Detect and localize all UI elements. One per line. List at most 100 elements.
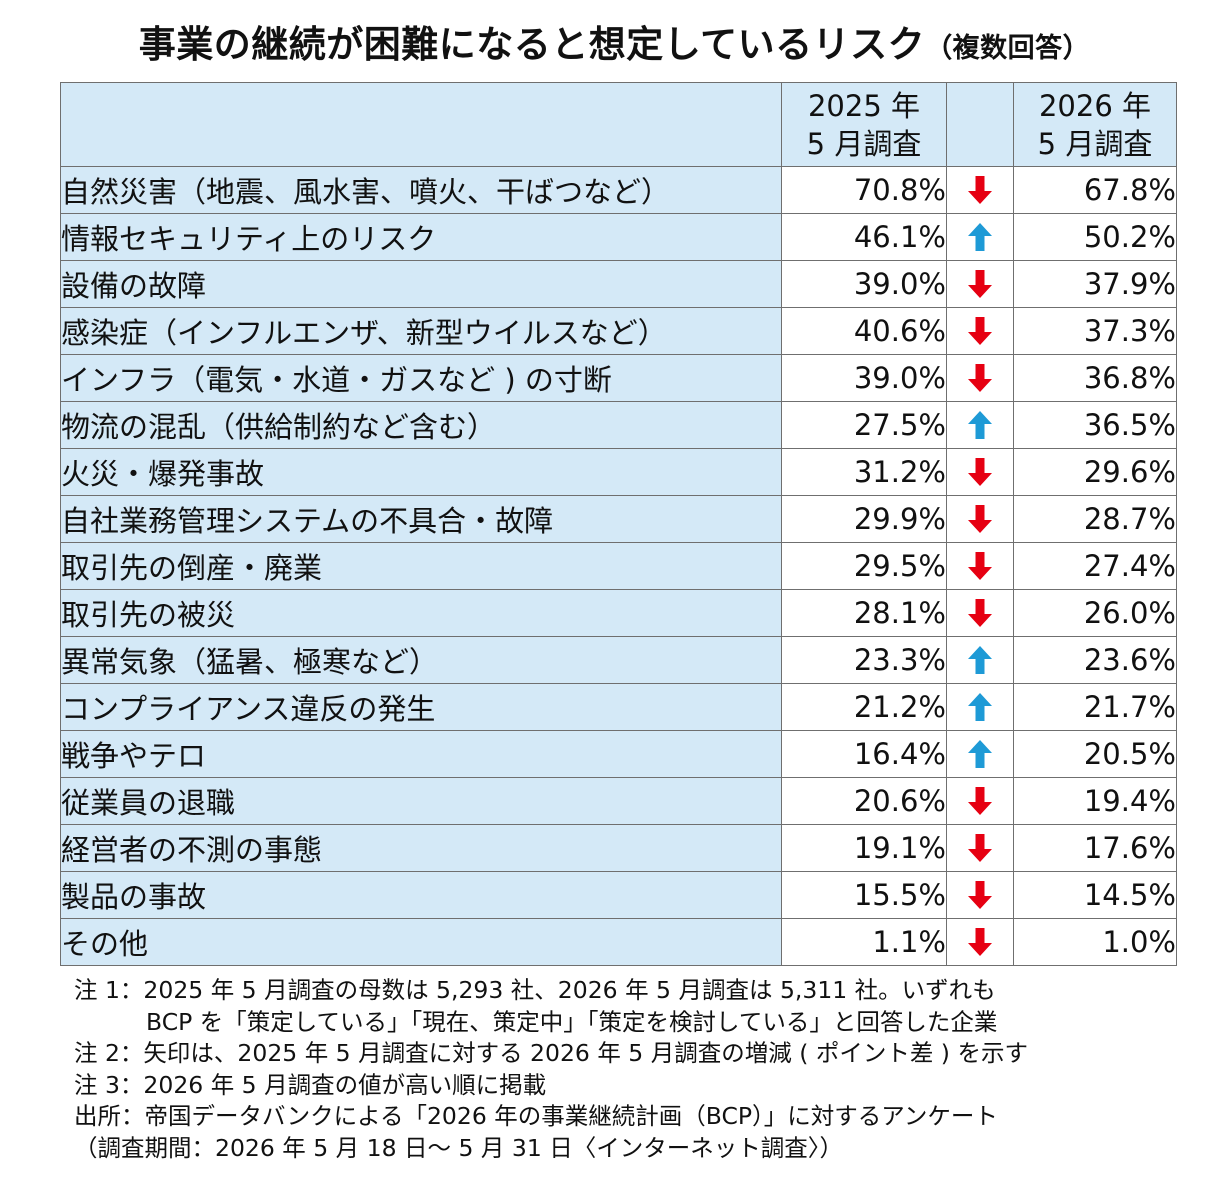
value-2026: 23.6%	[1013, 636, 1177, 684]
table-row: 取引先の倒産・廃業 29.5% 27.4%	[60, 542, 1177, 590]
table-row: 物流の混乱（供給制約など含む） 27.5% 36.5%	[60, 401, 1177, 449]
risk-label: 戦争やテロ	[60, 730, 782, 778]
value-2026: 27.4%	[1013, 542, 1177, 590]
risk-label: 異常気象（猛暑、極寒など）	[60, 636, 782, 684]
value-2025: 29.9%	[781, 495, 947, 543]
arrow-up-icon	[968, 693, 992, 721]
arrow-down-icon	[968, 599, 992, 627]
header-arrow-cell	[946, 82, 1014, 167]
change-arrow-cell	[946, 448, 1014, 496]
value-2025: 19.1%	[781, 824, 947, 872]
value-2026: 36.5%	[1013, 401, 1177, 449]
header-2026: 2026 年 5 月調査	[1013, 82, 1177, 167]
value-2026: 21.7%	[1013, 683, 1177, 731]
table-row: インフラ（電気・水道・ガスなど ) の寸断 39.0% 36.8%	[60, 354, 1177, 402]
change-arrow-cell	[946, 871, 1014, 919]
value-2025: 23.3%	[781, 636, 947, 684]
risk-label: 物流の混乱（供給制約など含む）	[60, 401, 782, 449]
value-2025: 21.2%	[781, 683, 947, 731]
value-2026: 26.0%	[1013, 589, 1177, 637]
value-2026: 17.6%	[1013, 824, 1177, 872]
header-2025-line2: 5 月調査	[806, 126, 922, 161]
table-row: 製品の事故 15.5% 14.5%	[60, 871, 1177, 919]
table-row: コンプライアンス違反の発生 21.2% 21.7%	[60, 683, 1177, 731]
arrow-down-icon	[968, 787, 992, 815]
risk-table-body: 自然災害（地震、風水害、噴火、干ばつなど） 70.8% 67.8% 情報セキュリティ上…	[60, 166, 1177, 966]
change-arrow-cell	[946, 589, 1014, 637]
value-2026: 20.5%	[1013, 730, 1177, 778]
risk-label: インフラ（電気・水道・ガスなど ) の寸断	[60, 354, 782, 402]
header-2026-line1: 2026 年	[1038, 88, 1152, 123]
arrow-down-icon	[968, 176, 992, 204]
arrow-down-icon	[968, 317, 992, 345]
source-note: 出所：帝国データバンクによる「2026 年の事業継続計画（BCP）」に対するアン…	[74, 1102, 998, 1130]
risk-label: その他	[60, 918, 782, 966]
arrow-down-icon	[968, 552, 992, 580]
change-arrow-cell	[946, 213, 1014, 261]
arrow-down-icon	[968, 458, 992, 486]
arrow-down-icon	[968, 928, 992, 956]
footnotes: 注 1：2025 年 5 月調査の母数は 5,293 社、2026 年 5 月調…	[74, 975, 1028, 1164]
value-2026: 14.5%	[1013, 871, 1177, 919]
value-2026: 1.0%	[1013, 918, 1177, 966]
value-2025: 46.1%	[781, 213, 947, 261]
risk-label: 火災・爆発事故	[60, 448, 782, 496]
change-arrow-cell	[946, 636, 1014, 684]
value-2025: 27.5%	[781, 401, 947, 449]
table-row: その他 1.1% 1.0%	[60, 918, 1177, 966]
value-2025: 28.1%	[781, 589, 947, 637]
value-2025: 29.5%	[781, 542, 947, 590]
risk-label: 経営者の不測の事態	[60, 824, 782, 872]
header-label-cell	[60, 82, 782, 167]
risk-label: 感染症（インフルエンザ、新型ウイルスなど）	[60, 307, 782, 355]
header-row: 2025 年 5 月調査 2026 年 5 月調査	[60, 82, 1177, 167]
table-row: 感染症（インフルエンザ、新型ウイルスなど） 40.6% 37.3%	[60, 307, 1177, 355]
table-row: 自然災害（地震、風水害、噴火、干ばつなど） 70.8% 67.8%	[60, 166, 1177, 214]
table-row: 戦争やテロ 16.4% 20.5%	[60, 730, 1177, 778]
arrow-down-icon	[968, 364, 992, 392]
risk-table: 2025 年 5 月調査 2026 年 5 月調査 自然災害（地震、風水害、噴火…	[60, 82, 1177, 966]
arrow-down-icon	[968, 881, 992, 909]
change-arrow-cell	[946, 401, 1014, 449]
value-2026: 37.3%	[1013, 307, 1177, 355]
value-2025: 39.0%	[781, 354, 947, 402]
value-2026: 50.2%	[1013, 213, 1177, 261]
table-row: 自社業務管理システムの不具合・故障 29.9% 28.7%	[60, 495, 1177, 543]
arrow-up-icon	[968, 411, 992, 439]
header-2026-line2: 5 月調査	[1037, 126, 1153, 161]
table-row: 従業員の退職 20.6% 19.4%	[60, 777, 1177, 825]
table-row: 火災・爆発事故 31.2% 29.6%	[60, 448, 1177, 496]
arrow-down-icon	[968, 270, 992, 298]
change-arrow-cell	[946, 542, 1014, 590]
table-row: 情報セキュリティ上のリスク 46.1% 50.2%	[60, 213, 1177, 261]
table-row: 設備の故障 39.0% 37.9%	[60, 260, 1177, 308]
change-arrow-cell	[946, 918, 1014, 966]
value-2026: 19.4%	[1013, 777, 1177, 825]
value-2026: 37.9%	[1013, 260, 1177, 308]
value-2025: 70.8%	[781, 166, 947, 214]
risk-label: 自然災害（地震、風水害、噴火、干ばつなど）	[60, 166, 782, 214]
value-2025: 1.1%	[781, 918, 947, 966]
change-arrow-cell	[946, 307, 1014, 355]
change-arrow-cell	[946, 260, 1014, 308]
arrow-up-icon	[968, 223, 992, 251]
arrow-up-icon	[968, 646, 992, 674]
value-2026: 36.8%	[1013, 354, 1177, 402]
note-2: 注 2：矢印は、2025 年 5 月調査に対する 2026 年 5 月調査の増減…	[74, 1039, 1028, 1067]
value-2025: 39.0%	[781, 260, 947, 308]
note-1-cont: BCP を「策定している」「現在、策定中」「策定を検討している」と回答した企業	[146, 1007, 998, 1036]
risk-label: 取引先の倒産・廃業	[60, 542, 782, 590]
value-2025: 16.4%	[781, 730, 947, 778]
value-2025: 15.5%	[781, 871, 947, 919]
risk-label: 自社業務管理システムの不具合・故障	[60, 495, 782, 543]
change-arrow-cell	[946, 495, 1014, 543]
title-sub: （複数回答）	[925, 33, 1091, 64]
table-row: 経営者の不測の事態 19.1% 17.6%	[60, 824, 1177, 872]
risk-label: 設備の故障	[60, 260, 782, 308]
survey-period-note: （調査期間：2026 年 5 月 18 日～ 5 月 31 日〈インターネット調…	[74, 1133, 843, 1162]
risk-label: 取引先の被災	[60, 589, 782, 637]
value-2026: 29.6%	[1013, 448, 1177, 496]
risk-label: 情報セキュリティ上のリスク	[60, 213, 782, 261]
value-2026: 28.7%	[1013, 495, 1177, 543]
arrow-up-icon	[968, 740, 992, 768]
